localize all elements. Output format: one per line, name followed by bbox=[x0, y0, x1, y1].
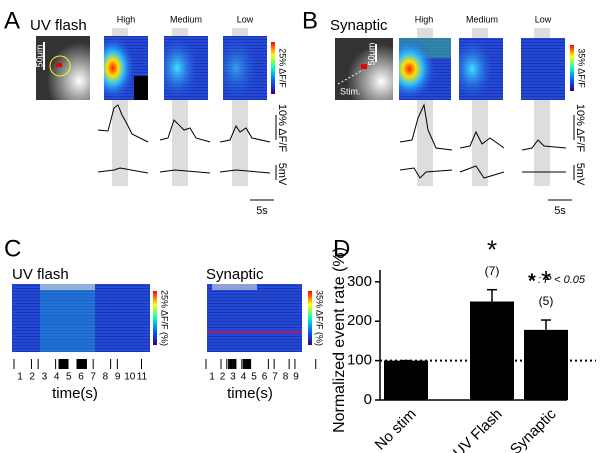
panel-letter: D bbox=[333, 235, 350, 262]
time-tick-label: 4 bbox=[241, 372, 247, 383]
y-axis-label: Normalized event rate (%) bbox=[331, 247, 348, 433]
colorbar-label: 35% ΔF/F (%) bbox=[315, 290, 325, 346]
sample-size: (7) bbox=[485, 264, 500, 278]
sample-size: (5) bbox=[539, 294, 554, 308]
panel-b: B Synaptic High Medium Low 50μm Stim. 35… bbox=[302, 7, 587, 217]
y-tick-label: 300 bbox=[347, 273, 372, 290]
panel-a: A UV flash High Medium Low 50μm 25% ΔF/F… bbox=[4, 7, 288, 217]
scale-label: 5mV bbox=[276, 163, 288, 186]
time-tick-label: 7 bbox=[272, 372, 278, 383]
scale-bar-label: 50μm bbox=[366, 43, 376, 66]
x-tick-label: No stim bbox=[372, 406, 420, 453]
x-axis-label: time(s) bbox=[227, 385, 273, 402]
condition: Low bbox=[237, 14, 254, 24]
scale-label: 5s bbox=[256, 205, 268, 217]
condition: Medium bbox=[170, 14, 202, 24]
significance-mark: * bbox=[487, 235, 497, 265]
colorbar-label: 25% ΔF/F bbox=[278, 48, 288, 88]
panel-letter: A bbox=[4, 7, 20, 34]
panel-title: Synaptic bbox=[330, 17, 388, 34]
scale-label: 5s bbox=[554, 205, 566, 217]
panel-letter: B bbox=[302, 7, 318, 34]
time-tick-label: 4 bbox=[54, 372, 60, 383]
time-tick-label: 9 bbox=[115, 372, 121, 383]
panel-title: UV flash bbox=[30, 17, 87, 34]
time-tick-label: 3 bbox=[230, 372, 236, 383]
time-tick-label: 7 bbox=[90, 372, 96, 383]
panel-title: UV flash bbox=[12, 266, 69, 283]
y-tick-label: 100 bbox=[347, 352, 372, 369]
time-tick-label: 1 bbox=[209, 372, 215, 383]
y-tick-label: 200 bbox=[347, 312, 372, 329]
note-text: : P < 0.05 bbox=[538, 274, 586, 286]
time-tick-label: 6 bbox=[78, 372, 84, 383]
x-tick-label: Synaptic bbox=[507, 405, 560, 453]
x-axis-label: time(s) bbox=[52, 385, 98, 402]
colorbar-label: 25% ΔF/F (%) bbox=[160, 290, 170, 346]
panel-letter: C bbox=[4, 235, 21, 262]
condition: Low bbox=[535, 14, 552, 24]
condition: Medium bbox=[466, 14, 498, 24]
scale-label: 10% ΔF/F bbox=[276, 104, 288, 153]
time-tick-label: 2 bbox=[29, 372, 35, 383]
bar bbox=[384, 360, 428, 400]
time-tick-label: 2 bbox=[220, 372, 226, 383]
time-tick-label: 5 bbox=[251, 372, 257, 383]
colorbar-label: 35% ΔF/F bbox=[577, 48, 587, 88]
bar bbox=[524, 329, 568, 400]
x-tick-label: UV Flash bbox=[450, 406, 506, 453]
panel-c: C UV flash Synaptic 25% ΔF/F (%) 35% ΔF/… bbox=[4, 235, 325, 402]
time-tick-label: 3 bbox=[42, 372, 48, 383]
time-tick-label: 8 bbox=[103, 372, 109, 383]
stim-label: Stim. bbox=[340, 86, 361, 96]
time-tick-label: 5 bbox=[66, 372, 72, 383]
bar bbox=[470, 301, 514, 400]
layout bbox=[12, 28, 575, 400]
significance-mark: * bbox=[541, 265, 551, 295]
time-tick-label: 8 bbox=[283, 372, 289, 383]
time-tick-label: 10 bbox=[124, 372, 136, 383]
panel-title: Synaptic bbox=[206, 266, 264, 283]
time-tick-label: 6 bbox=[262, 372, 268, 383]
condition: High bbox=[415, 14, 434, 24]
scale-label: 5mV bbox=[574, 163, 586, 186]
time-tick-label: 9 bbox=[293, 372, 299, 383]
note-symbol: * bbox=[528, 270, 536, 292]
time-tick-label: 1 bbox=[17, 372, 23, 383]
y-tick-label: 0 bbox=[364, 391, 372, 408]
time-tick-label: 11 bbox=[137, 372, 148, 383]
condition: High bbox=[117, 14, 136, 24]
scale-label: 10% ΔF/F bbox=[574, 104, 586, 153]
scale-bar-label: 50μm bbox=[34, 45, 44, 68]
panel-d: D Normalized event rate (%) * : P < 0.05… bbox=[331, 235, 596, 453]
